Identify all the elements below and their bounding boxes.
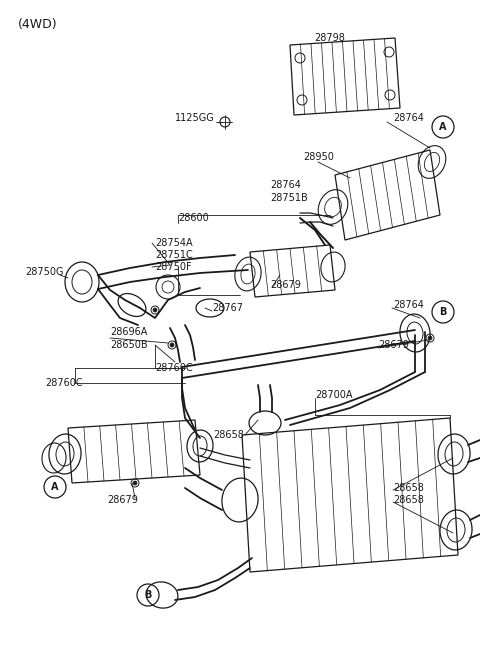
Circle shape — [170, 343, 174, 347]
Text: 28696A: 28696A — [110, 327, 147, 337]
Text: 28751B: 28751B — [270, 193, 308, 203]
Text: A: A — [439, 122, 447, 132]
Text: 28764: 28764 — [270, 180, 301, 190]
Text: 28798: 28798 — [314, 33, 346, 43]
Text: 28760C: 28760C — [155, 363, 192, 373]
Text: 28679: 28679 — [107, 495, 138, 505]
Text: 28760C: 28760C — [45, 378, 83, 388]
Text: 28750G: 28750G — [25, 267, 63, 277]
Circle shape — [133, 481, 137, 485]
Text: 28754A: 28754A — [155, 238, 192, 248]
Text: 28650B: 28650B — [110, 340, 148, 350]
Text: 1125GG: 1125GG — [175, 113, 215, 123]
Text: 28679: 28679 — [270, 280, 301, 290]
Text: B: B — [439, 307, 447, 317]
Text: 28750F: 28750F — [155, 262, 192, 272]
Text: A: A — [51, 482, 59, 492]
Text: (4WD): (4WD) — [18, 18, 58, 31]
Text: 28658: 28658 — [393, 483, 424, 493]
Text: 28950: 28950 — [303, 152, 334, 162]
Text: B: B — [144, 590, 152, 600]
Text: 28658: 28658 — [213, 430, 244, 440]
Text: 28658: 28658 — [393, 495, 424, 505]
Text: 28764: 28764 — [393, 300, 424, 310]
Text: 28767: 28767 — [212, 303, 243, 313]
Circle shape — [428, 336, 432, 340]
Text: 28700A: 28700A — [315, 390, 352, 400]
Text: 28751C: 28751C — [155, 250, 193, 260]
Text: 28764: 28764 — [393, 113, 424, 123]
Text: 28679: 28679 — [378, 340, 409, 350]
Text: 28600: 28600 — [178, 213, 209, 223]
Circle shape — [153, 308, 157, 312]
